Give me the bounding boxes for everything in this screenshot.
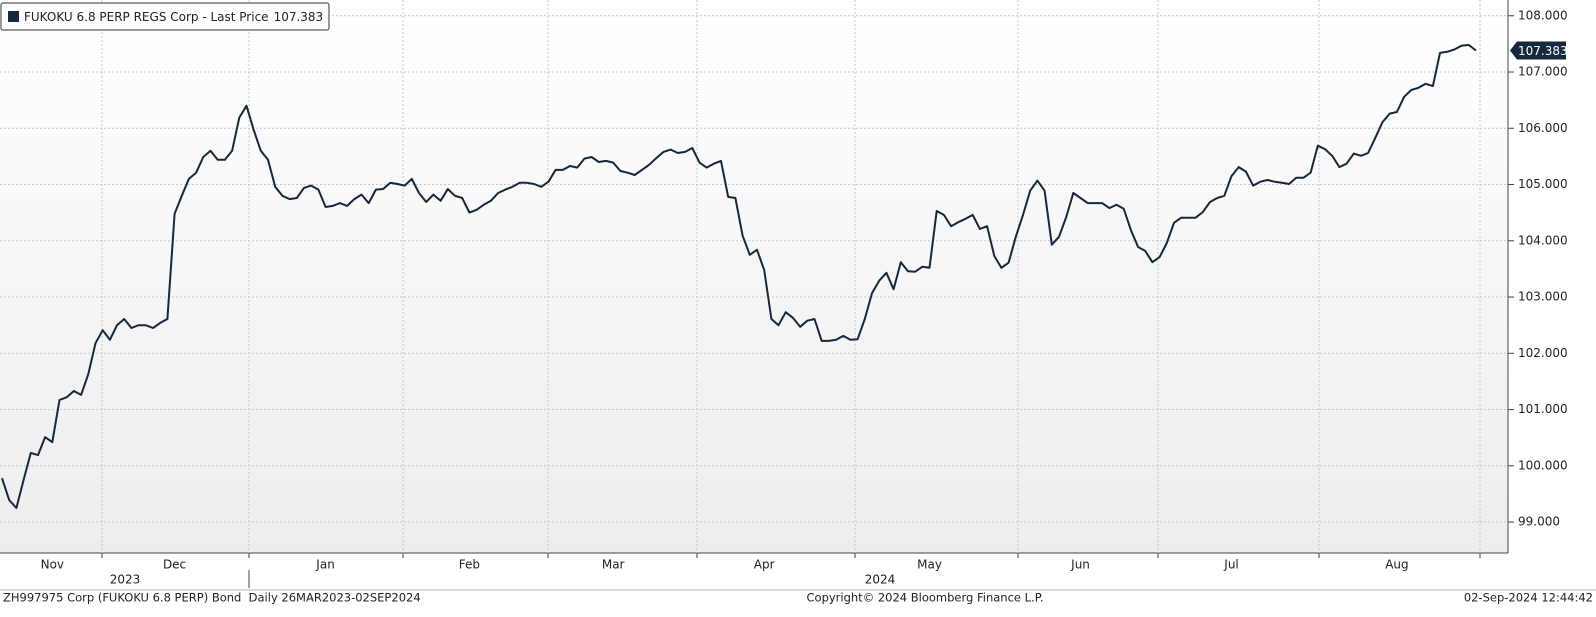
y-tick-label: 99.000 [1518,515,1560,529]
x-tick-label: Jul [1223,558,1238,572]
x-tick-label: Mar [602,558,625,572]
plot-background [0,0,1508,553]
y-tick-label: 105.000 [1518,177,1568,191]
legend: FUKOKU 6.8 PERP REGS Corp - Last Price 10… [0,2,330,31]
year-label: 2023 [110,573,141,587]
legend-series-name: FUKOKU 6.8 PERP REGS Corp - Last Price [24,10,269,24]
x-tick-label: May [917,558,942,572]
y-tick-label: 101.000 [1518,402,1568,416]
footer-center: Copyright© 2024 Bloomberg Finance L.P. [807,591,1044,605]
footer-right: 02-Sep-2024 12:44:42 [1464,591,1593,605]
legend-label: FUKOKU 6.8 PERP REGS Corp - Last Price 10… [24,10,323,24]
price-line [1,44,1477,509]
footer-left: ZH997975 Corp (FUKOKU 6.8 PERP) Bond Dai… [3,591,421,605]
x-tick-label: Feb [459,558,480,572]
legend-box [0,2,330,31]
x-tick-label: Jun [1070,558,1090,572]
y-tick-label: 107.000 [1518,65,1568,79]
x-tick-label: Apr [754,558,775,572]
legend-swatch [8,11,19,22]
y-tick-label: 100.000 [1518,458,1568,472]
legend-last-value: 107.383 [274,10,324,24]
last-price-label: 107.383 [1518,44,1568,58]
x-tick-label: Jan [315,558,335,572]
x-tick-label: Nov [41,558,64,572]
last-price-tag [1510,41,1566,60]
x-tick-label: Aug [1385,558,1408,572]
y-tick-label: 102.000 [1518,346,1568,360]
y-tick-label: 103.000 [1518,290,1568,304]
y-tick-label: 106.000 [1518,121,1568,135]
y-tick-label: 108.000 [1518,8,1568,22]
y-tick-label: 104.000 [1518,233,1568,247]
x-tick-label: Dec [163,558,186,572]
year-label: 2024 [865,573,896,587]
